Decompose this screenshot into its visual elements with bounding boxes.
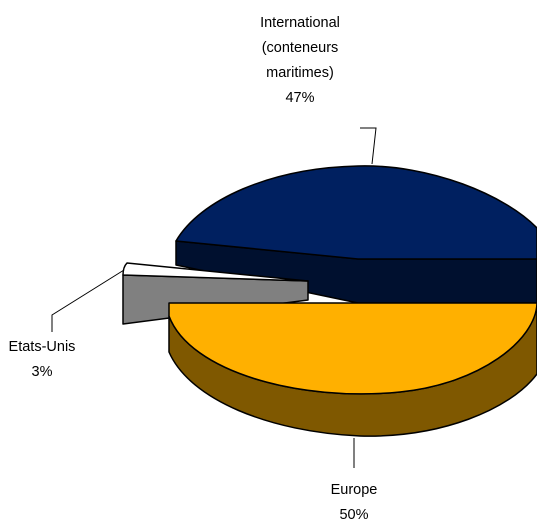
label-europe-value: 50% bbox=[339, 507, 368, 523]
label-international-line-3: maritimes) bbox=[266, 65, 334, 81]
label-international-value: 47% bbox=[285, 90, 314, 106]
pie-slice-europe-top bbox=[168, 302, 537, 395]
pie-slice-international bbox=[175, 165, 537, 304]
label-international-line-1: International bbox=[260, 15, 340, 31]
pie-slice-international-top bbox=[175, 165, 537, 260]
pie-slice-etats-unis-top bbox=[122, 262, 309, 282]
data-label-etats-unis: Etats-Unis 3% bbox=[9, 339, 76, 380]
pie-slice-europe bbox=[168, 302, 537, 437]
label-international-line-2: (conteneurs bbox=[262, 40, 339, 56]
label-europe-name: Europe bbox=[331, 482, 378, 498]
data-label-europe: Europe 50% bbox=[331, 482, 378, 523]
leader-line-etats-unis bbox=[51, 269, 125, 332]
data-label-international: International (conteneurs maritimes) 47% bbox=[260, 15, 340, 106]
label-etats-unis-value: 3% bbox=[32, 364, 53, 380]
label-etats-unis-name: Etats-Unis bbox=[9, 339, 76, 355]
leader-line-international bbox=[360, 127, 377, 165]
